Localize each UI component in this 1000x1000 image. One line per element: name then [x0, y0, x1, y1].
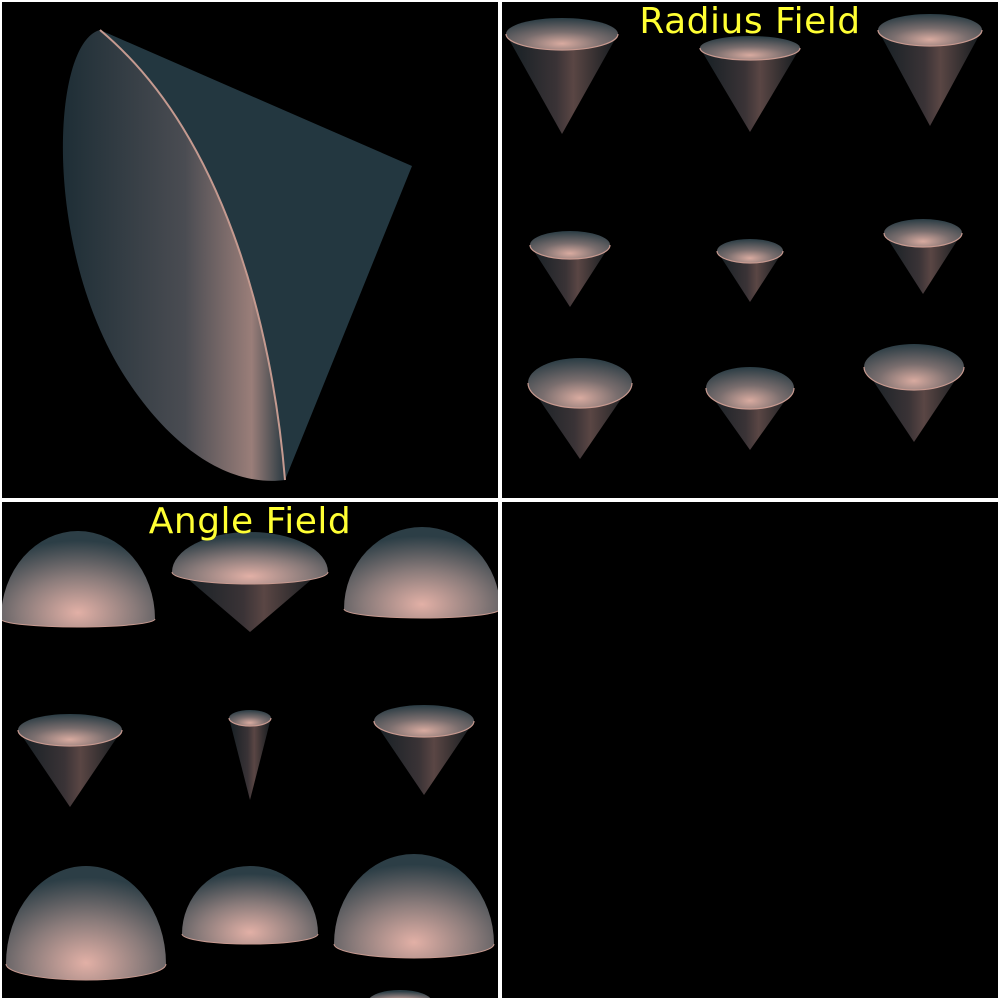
dome-glyph — [181, 866, 319, 945]
cone-glyph — [863, 344, 965, 442]
cone-glyph — [373, 705, 475, 795]
cone-glyph — [505, 18, 619, 134]
cone-glyph — [883, 219, 963, 294]
cone-glyph — [17, 714, 123, 807]
dome-glyph — [343, 527, 498, 619]
dome-glyph — [5, 866, 167, 981]
single-cone-base — [62, 30, 285, 481]
cone-glyph — [716, 239, 784, 302]
viewport-empty[interactable] — [502, 502, 998, 998]
single-cone-rim — [99, 29, 286, 481]
viewport-single-cone[interactable] — [2, 2, 498, 498]
dome-glyph — [333, 854, 495, 959]
dome-glyph — [369, 990, 431, 998]
cone-glyph — [228, 710, 272, 800]
cone-glyph — [705, 367, 795, 450]
pane-title-angle-field: Angle Field — [148, 502, 352, 542]
cone-glyph — [699, 36, 801, 132]
cone-glyph — [877, 14, 983, 126]
viewport-radius-field[interactable]: Radius Field — [502, 2, 998, 498]
viewport-angle-field[interactable]: Angle Field — [2, 502, 498, 998]
cone-glyph — [529, 231, 611, 307]
pane-title-radius-field: Radius Field — [639, 2, 861, 42]
cone-glyph — [527, 358, 633, 459]
single-cone-render — [62, 29, 412, 481]
dome-glyph — [171, 532, 329, 632]
radius-field-render — [505, 14, 983, 459]
dome-glyph — [2, 531, 156, 628]
angle-field-render — [2, 527, 498, 998]
